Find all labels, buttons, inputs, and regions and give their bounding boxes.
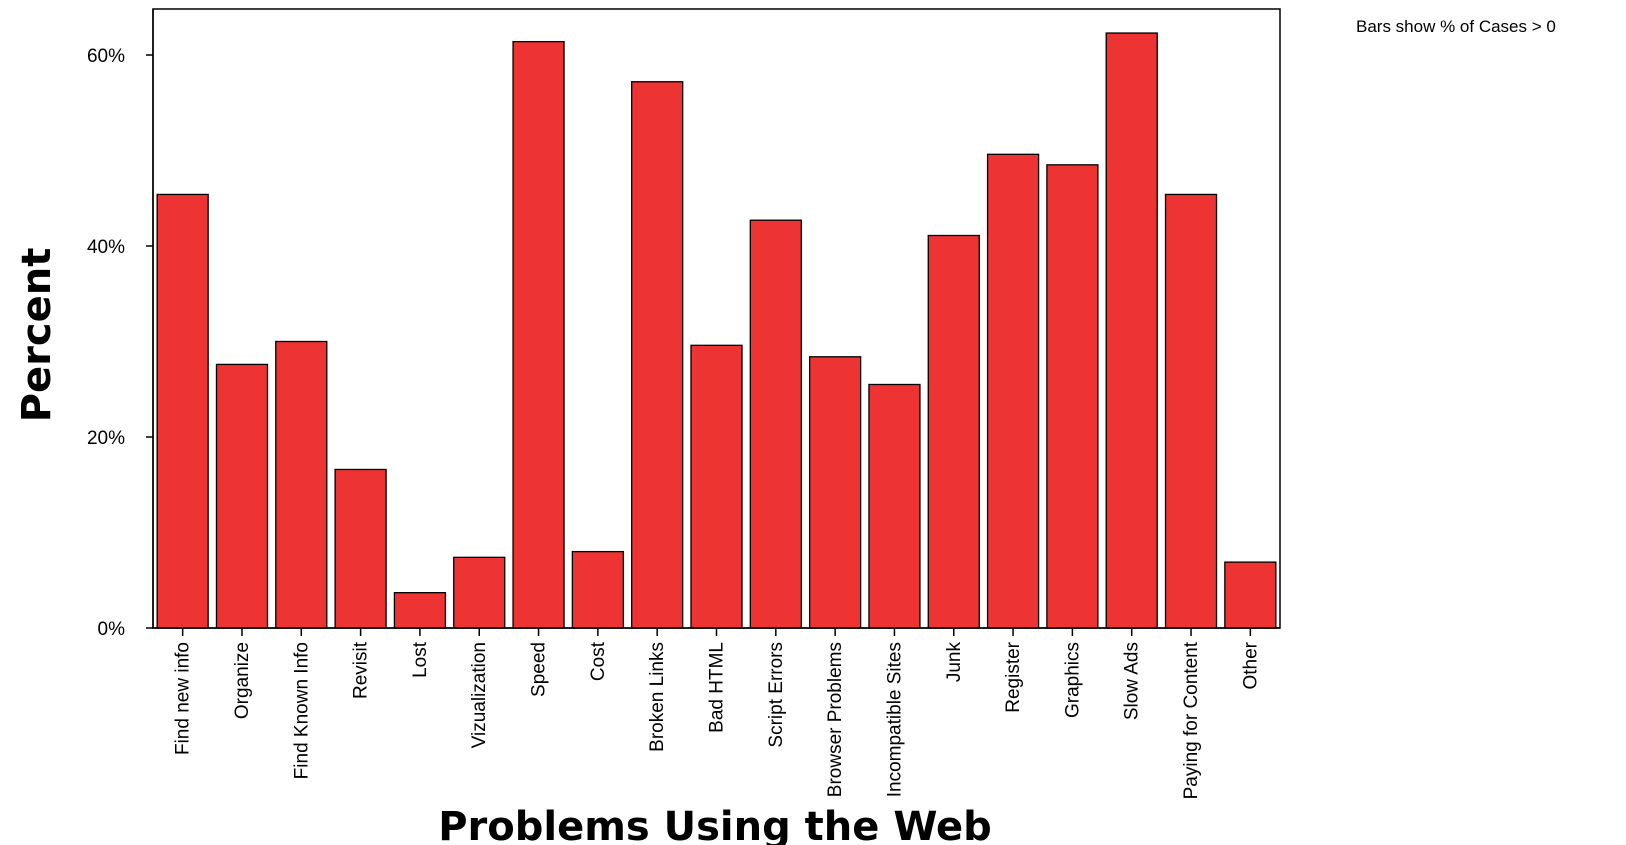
x-tick-label: Paying for Content (1181, 641, 1202, 799)
x-tick-label: Graphics (1062, 642, 1083, 718)
chart-note: Bars show % of Cases > 0 (1356, 17, 1556, 36)
x-tick-label: Speed (529, 642, 550, 697)
x-tick-label: Script Errors (766, 642, 787, 748)
y-axis-title: Percent (14, 248, 60, 423)
bar (927, 234, 980, 629)
bar (1105, 32, 1158, 629)
x-tick-label: Find new info (173, 642, 194, 755)
bar (808, 356, 862, 629)
bar (275, 340, 328, 629)
x-tick-label: Lost (410, 641, 431, 678)
bar (749, 219, 802, 629)
x-tick-label: Bad HTML (707, 642, 728, 733)
bar (986, 153, 1040, 629)
y-tick-label: 20% (87, 428, 125, 449)
bar (1046, 164, 1099, 629)
x-tick-label: Incompatible Sites (884, 642, 905, 797)
bar (156, 193, 209, 629)
x-tick-label: Broken Links (647, 642, 668, 752)
x-tick-label: Organize (232, 642, 253, 719)
bar (512, 40, 565, 629)
bar (1164, 193, 1218, 629)
y-ticks-group: 0% 20% 40% 60% (87, 46, 153, 640)
x-tick-label: Find Known Info (291, 642, 312, 779)
x-tick-label: Other (1240, 641, 1261, 689)
x-tick-label: Vizualization (469, 642, 490, 748)
bar (334, 468, 387, 629)
x-tick-label: Slow Ads (1122, 642, 1143, 720)
x-ticks-group: Find new info Organize Find Known Info Revi… (173, 628, 1261, 799)
x-tick-label: Revisit (351, 641, 372, 699)
bar (571, 550, 625, 629)
bar (868, 383, 921, 629)
y-tick-label: 0% (98, 619, 126, 640)
x-tick-label: Junk (944, 642, 965, 683)
bar (631, 81, 684, 629)
bars-group (156, 32, 1277, 629)
bar (393, 592, 447, 629)
x-tick-label: Register (1003, 641, 1024, 712)
x-tick-label: Browser Problems (825, 642, 846, 797)
y-tick-label: 60% (87, 46, 125, 67)
bar (1224, 561, 1277, 629)
y-tick-label: 40% (87, 237, 125, 258)
bar (690, 344, 743, 629)
x-tick-label: Cost (588, 641, 609, 681)
bar (453, 556, 506, 629)
x-axis-title: Problems Using the Web (438, 804, 992, 845)
bar (215, 363, 269, 629)
